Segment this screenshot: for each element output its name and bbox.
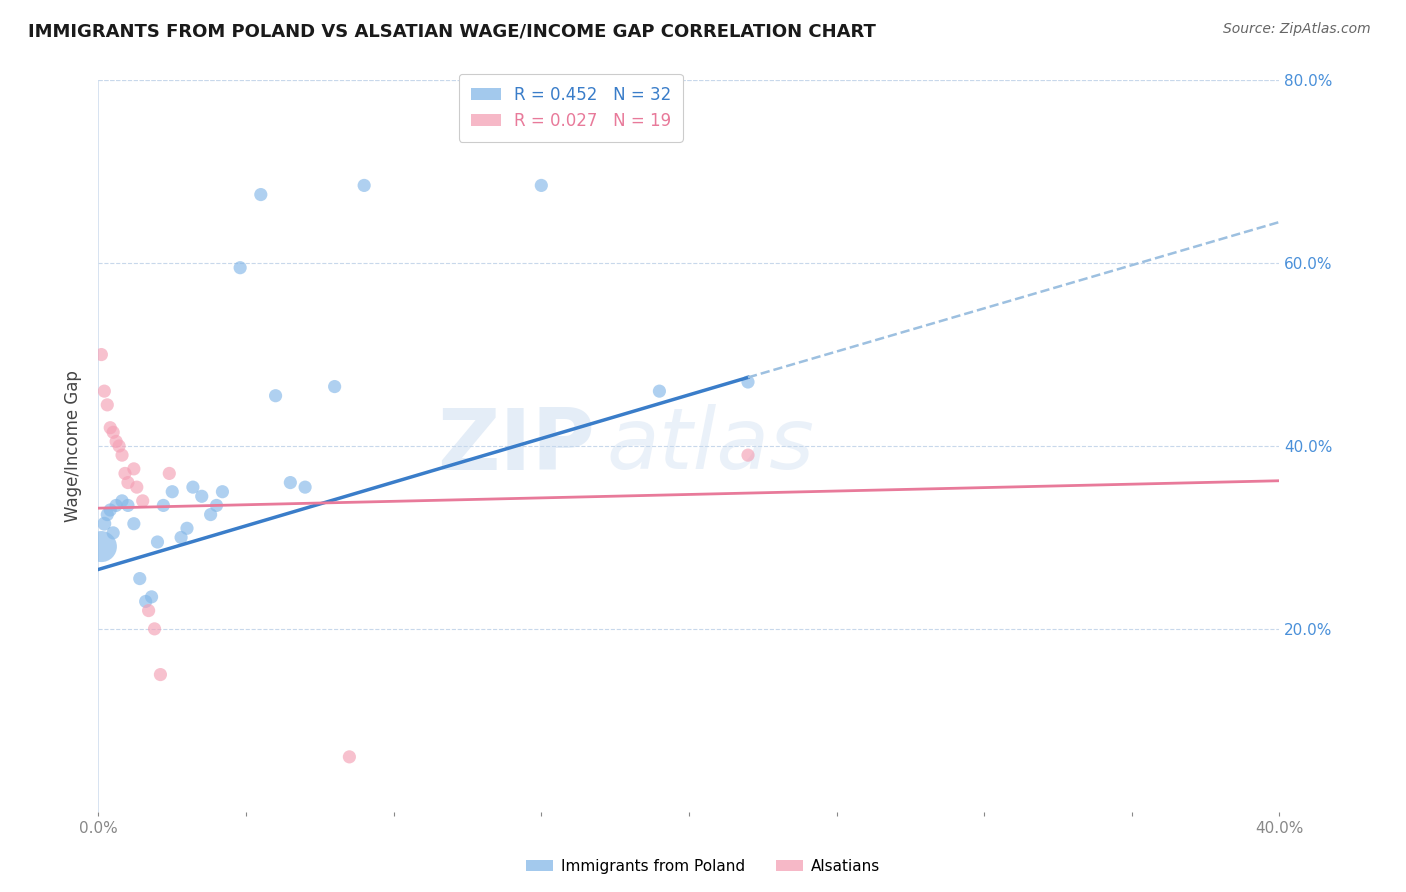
Point bbox=[353, 178, 375, 193]
Point bbox=[93, 384, 115, 398]
Point bbox=[111, 448, 134, 462]
Point bbox=[149, 667, 172, 681]
Point bbox=[191, 489, 214, 503]
Point bbox=[93, 516, 115, 531]
Point bbox=[323, 379, 346, 393]
Point bbox=[90, 540, 112, 554]
Point bbox=[152, 499, 174, 513]
Point bbox=[205, 499, 228, 513]
Point bbox=[125, 480, 148, 494]
Legend: Immigrants from Poland, Alsatians: Immigrants from Poland, Alsatians bbox=[520, 853, 886, 880]
Point bbox=[648, 384, 671, 398]
Point bbox=[132, 494, 155, 508]
Text: IMMIGRANTS FROM POLAND VS ALSATIAN WAGE/INCOME GAP CORRELATION CHART: IMMIGRANTS FROM POLAND VS ALSATIAN WAGE/… bbox=[28, 22, 876, 40]
Point bbox=[103, 425, 125, 440]
Point bbox=[737, 375, 759, 389]
Point bbox=[122, 516, 145, 531]
Point bbox=[90, 347, 112, 362]
Point bbox=[105, 434, 128, 449]
Point bbox=[181, 480, 204, 494]
Y-axis label: Wage/Income Gap: Wage/Income Gap bbox=[65, 370, 83, 522]
Point bbox=[117, 499, 139, 513]
Point bbox=[98, 503, 121, 517]
Point bbox=[141, 590, 163, 604]
Point bbox=[229, 260, 252, 275]
Point bbox=[280, 475, 302, 490]
Point bbox=[138, 603, 160, 617]
Text: atlas: atlas bbox=[606, 404, 814, 488]
Point bbox=[108, 439, 131, 453]
Point bbox=[211, 484, 233, 499]
Point bbox=[117, 475, 139, 490]
Text: ZIP: ZIP bbox=[437, 404, 595, 488]
Point bbox=[111, 494, 134, 508]
Point bbox=[122, 462, 145, 476]
Point bbox=[103, 525, 125, 540]
Point bbox=[176, 521, 198, 535]
Point bbox=[157, 467, 180, 481]
Point bbox=[98, 421, 121, 435]
Point bbox=[530, 178, 553, 193]
Point bbox=[114, 467, 136, 481]
Point bbox=[146, 535, 169, 549]
Point bbox=[339, 749, 361, 764]
Point bbox=[162, 484, 183, 499]
Point bbox=[135, 594, 157, 608]
Point bbox=[105, 499, 128, 513]
Text: Source: ZipAtlas.com: Source: ZipAtlas.com bbox=[1223, 22, 1371, 37]
Point bbox=[264, 389, 287, 403]
Point bbox=[143, 622, 166, 636]
Legend: R = 0.452   N = 32, R = 0.027   N = 19: R = 0.452 N = 32, R = 0.027 N = 19 bbox=[458, 74, 683, 142]
Point bbox=[250, 187, 273, 202]
Point bbox=[737, 448, 759, 462]
Point bbox=[200, 508, 222, 522]
Point bbox=[128, 572, 150, 586]
Point bbox=[96, 398, 118, 412]
Point bbox=[96, 508, 118, 522]
Point bbox=[294, 480, 316, 494]
Point bbox=[170, 530, 193, 544]
